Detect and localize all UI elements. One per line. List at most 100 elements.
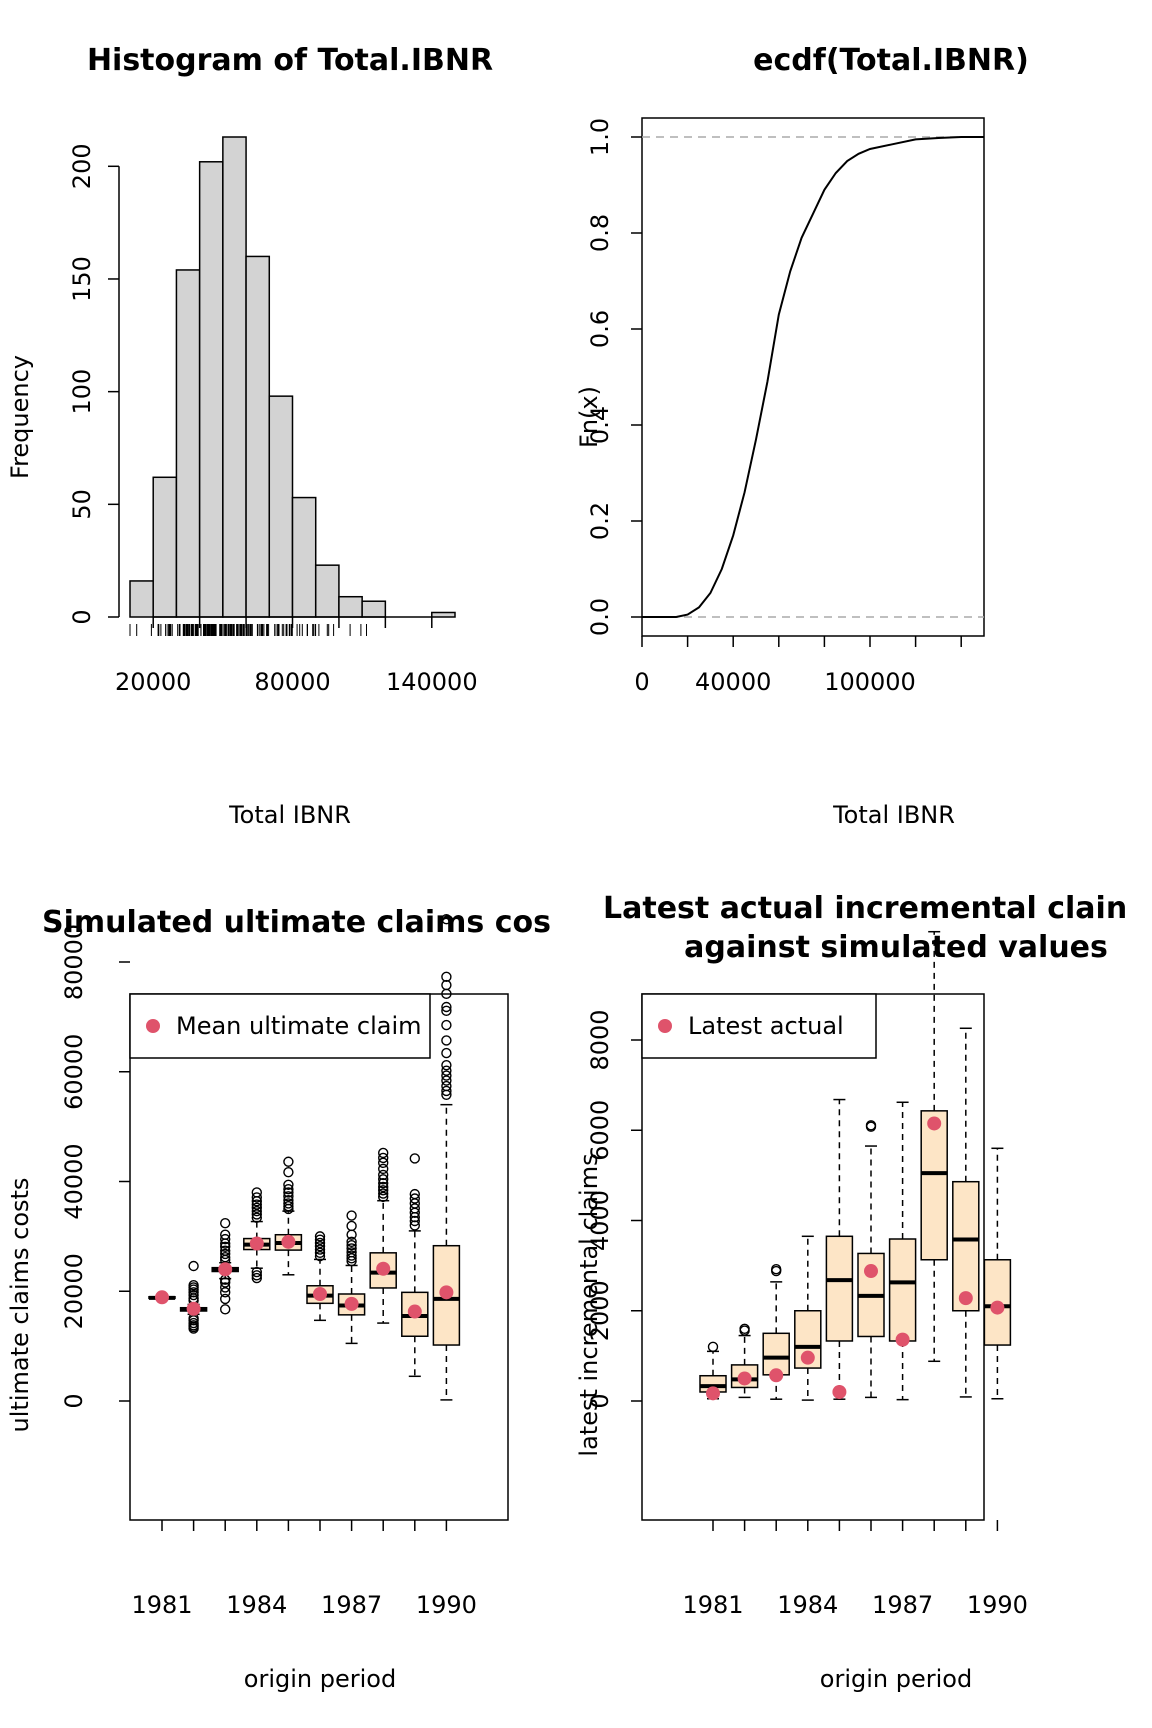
histogram-y-tick-label: 150 bbox=[68, 256, 96, 302]
box-outlier bbox=[219, 1252, 231, 1263]
latest-actual-point bbox=[769, 1368, 784, 1383]
mean-ultimate-claim-point bbox=[186, 1301, 201, 1316]
box-x-tick-label: 1984 bbox=[226, 1591, 287, 1619]
box-outlier bbox=[251, 1272, 262, 1284]
box-outlier bbox=[441, 971, 452, 983]
box-outlier bbox=[219, 1282, 231, 1293]
latest-actual-point bbox=[706, 1386, 720, 1401]
histogram-bar bbox=[338, 595, 363, 618]
box-outlier bbox=[441, 1001, 452, 1013]
box-outlier bbox=[409, 1203, 420, 1214]
box-outlier bbox=[346, 1247, 357, 1258]
box-outlier bbox=[283, 1187, 294, 1198]
box-y-tick-label: 40000 bbox=[60, 1143, 88, 1219]
latest-incremental-panel: Latest actual incremental clain against … bbox=[576, 891, 1127, 1693]
box-outlier bbox=[378, 1152, 389, 1164]
ultimate-claims-y-axis-label: ultimate claims costs bbox=[6, 1178, 34, 1433]
legend-marker bbox=[146, 1019, 160, 1033]
box-outlier bbox=[865, 1120, 877, 1131]
box bbox=[888, 1238, 917, 1342]
histogram-bar bbox=[245, 255, 271, 618]
histogram-x-tick-label: 140000 bbox=[386, 668, 478, 696]
histogram-bar bbox=[175, 269, 201, 618]
box-outlier bbox=[409, 1193, 420, 1204]
box-y-tick-label: 2000 bbox=[586, 1280, 614, 1341]
ecdf-y-tick-label: 0.6 bbox=[586, 310, 614, 348]
ecdf-y-tick-label: 0.8 bbox=[586, 214, 614, 252]
box-outlier bbox=[283, 1156, 294, 1167]
box-outlier bbox=[378, 1147, 389, 1159]
box-outlier bbox=[283, 1179, 294, 1190]
box-y-tick-label: 80000 bbox=[60, 924, 88, 1000]
box-outlier bbox=[441, 1070, 452, 1081]
box-outlier bbox=[378, 1174, 389, 1185]
box bbox=[920, 1110, 948, 1261]
box-outlier bbox=[219, 1233, 231, 1245]
histogram-bar bbox=[314, 564, 340, 618]
box-outlier bbox=[441, 913, 452, 925]
box-y-tick-label: 60000 bbox=[60, 1034, 88, 1110]
box-outlier bbox=[378, 1163, 389, 1175]
box-x-tick-label: 1987 bbox=[321, 1591, 382, 1619]
box bbox=[952, 1180, 980, 1312]
box-outlier bbox=[283, 1166, 294, 1178]
histogram-bar bbox=[152, 476, 178, 618]
histogram-bar bbox=[198, 161, 224, 618]
box-outlier bbox=[739, 1323, 750, 1334]
histogram-y-tick-label: 100 bbox=[68, 369, 96, 415]
box-outlier bbox=[378, 1157, 389, 1169]
box-outlier bbox=[188, 1287, 199, 1298]
histogram-panel: Histogram of Total.IBNR 20000 80000 140000… bbox=[6, 43, 493, 829]
box-outlier bbox=[283, 1200, 294, 1212]
mean-ultimate-claim-point bbox=[376, 1261, 391, 1276]
mean-ultimate-claim-point bbox=[218, 1262, 233, 1277]
ultimate-claims-panel: Simulated ultimate claims cos 1981 1984 19… bbox=[6, 905, 551, 1693]
box-outlier bbox=[251, 1202, 262, 1214]
histogram-bar bbox=[268, 395, 294, 618]
box-outlier bbox=[251, 1205, 262, 1217]
box-outlier bbox=[251, 1270, 262, 1281]
box-outlier bbox=[188, 1289, 199, 1301]
box-outlier bbox=[283, 1194, 294, 1206]
latest-actual-point bbox=[895, 1332, 910, 1347]
histogram-x-tick-label: 80000 bbox=[254, 668, 330, 696]
box-outlier bbox=[346, 1243, 357, 1254]
histogram-bar bbox=[291, 496, 317, 618]
histogram-bar bbox=[361, 600, 387, 618]
box-outlier bbox=[441, 1005, 452, 1017]
box-outlier bbox=[188, 1260, 199, 1272]
box-outlier bbox=[378, 1185, 389, 1196]
histogram-bar bbox=[431, 611, 456, 618]
box-outlier bbox=[346, 1210, 357, 1221]
box-outlier bbox=[251, 1192, 262, 1203]
legend-label: Latest actual bbox=[688, 1012, 844, 1040]
box-y-tick-label: 0 bbox=[586, 1393, 614, 1408]
ecdf-x-tick-label: 0 bbox=[634, 668, 649, 696]
box-outlier bbox=[251, 1199, 262, 1210]
ecdf-title: ecdf(Total.IBNR) bbox=[753, 43, 1029, 78]
latest-incremental-y-axis-label: latest incremental claims bbox=[576, 1153, 603, 1456]
histogram-y-tick-label: 200 bbox=[68, 143, 96, 189]
box-outlier bbox=[314, 1244, 326, 1255]
box-x-tick-label: 1987 bbox=[872, 1591, 933, 1619]
latest-actual-point bbox=[864, 1264, 878, 1279]
histogram-x-tick-label: 20000 bbox=[115, 668, 191, 696]
latest-incremental-subtitle: against simulated values bbox=[684, 930, 1108, 965]
box-outlier bbox=[314, 1250, 326, 1262]
box-outlier bbox=[346, 1250, 357, 1261]
box-outlier bbox=[314, 1237, 326, 1249]
box-outlier bbox=[441, 1059, 452, 1071]
box-outlier bbox=[409, 1188, 420, 1200]
latest-actual-point bbox=[958, 1291, 973, 1306]
box-outlier bbox=[441, 1035, 452, 1046]
box-outlier bbox=[441, 979, 452, 991]
latest-actual-point bbox=[832, 1384, 847, 1399]
legend-box bbox=[641, 993, 877, 1059]
box-outlier bbox=[378, 1181, 389, 1193]
box-outlier bbox=[441, 1085, 452, 1097]
mean-ultimate-claim-point bbox=[249, 1236, 264, 1251]
box-outlier bbox=[188, 1280, 199, 1291]
legend-marker bbox=[658, 1019, 672, 1033]
mean-ultimate-claim-point bbox=[313, 1286, 327, 1301]
latest-incremental-title: Latest actual incremental clain bbox=[603, 891, 1127, 926]
